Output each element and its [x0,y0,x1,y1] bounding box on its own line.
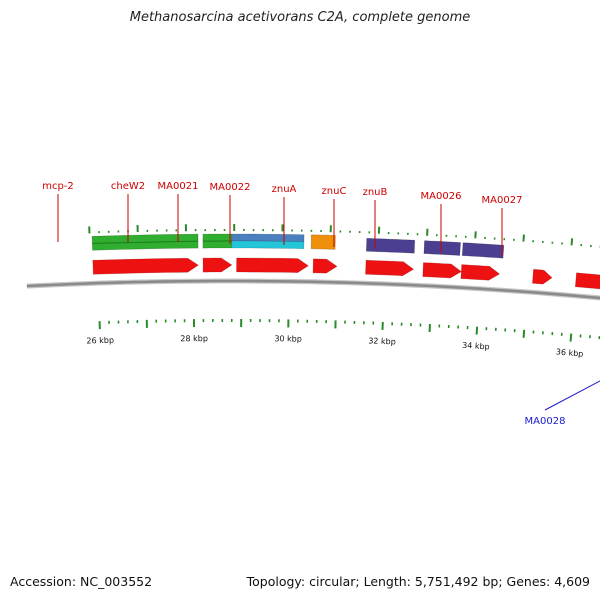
gene-arrow-MA0021[interactable] [236,257,309,273]
gene-arrow-MA0027[interactable] [574,272,600,292]
gene-track [92,257,600,292]
gene-arrow-cheW2[interactable] [202,257,233,273]
lower-tick [522,329,526,338]
feature-purple-6[interactable] [423,240,461,256]
gene-arrow-mcp-2[interactable] [92,257,199,275]
genome-backbone [26,278,600,301]
lower-tick-track [98,319,600,342]
lower-tick [569,333,573,342]
feature-cyan-3[interactable] [231,240,305,250]
tick-label: 36 kbp [556,347,584,358]
gene-label-MA0027[interactable]: MA0027 [482,195,523,206]
feature-purple-7[interactable] [461,242,505,259]
tick-label: 34 kbp [462,341,490,352]
gene-arrow-znuC[interactable] [422,262,462,279]
gene-label-znuA[interactable]: znuA [272,184,297,195]
gene-label-cheW2[interactable]: cheW2 [111,181,145,192]
gene-arrow-MA0022[interactable] [312,258,338,274]
feature-divider [92,240,199,244]
tick-label: 26 kbp [86,336,114,346]
map-title: Methanosarcina acetivorans C2A, complete… [129,10,471,25]
gene-label-track: mcp-2 cheW2 MA0021 MA0022 znuA znuC znuB MA0026… [42,181,600,427]
feature-purple-5[interactable] [365,237,416,254]
backbone-outer [26,278,600,301]
gene-label-znuB[interactable]: znuB [363,187,388,198]
feature-steelblue-2[interactable] [231,233,305,243]
accession-text: Accession: NC_003552 [10,574,153,589]
gene-label-MA0022[interactable]: MA0022 [210,182,251,193]
gene-label-MA0021[interactable]: MA0021 [158,181,199,192]
gene-label-znuC[interactable]: znuC [322,186,347,197]
gene-arrow-MA0026[interactable] [532,269,553,285]
feature-track [91,233,505,259]
gene-label-MA0028[interactable]: MA0028 [525,416,566,427]
feature-orange-4[interactable] [310,234,336,250]
gene-label-mcp-2[interactable]: mcp-2 [42,181,74,192]
tick-label: 30 kbp [274,334,302,343]
gene-arrow-znuB[interactable] [460,264,501,281]
gene-arrow-znuA[interactable] [365,259,415,277]
upper-tick [522,234,525,242]
genome-summary-text: Topology: circular; Length: 5,751,492 bp… [246,574,590,589]
upper-tick [570,238,574,246]
upper-tick-track [88,224,600,248]
tick-label: 32 kbp [368,336,396,346]
backbone-line [26,279,600,300]
tick-label: 28 kbp [180,334,208,343]
leader-line [544,380,600,411]
gene-label-MA0026[interactable]: MA0026 [421,191,462,202]
